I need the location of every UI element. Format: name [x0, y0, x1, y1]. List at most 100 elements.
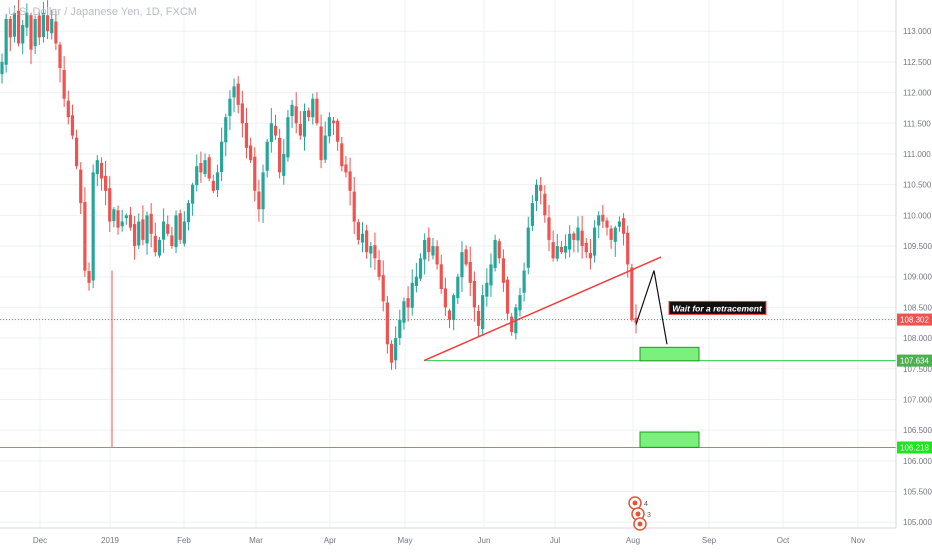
- candle-body: [240, 103, 244, 124]
- time-tick-label: Dec: [33, 536, 47, 545]
- candle-body: [588, 253, 593, 259]
- candle-body: [215, 172, 220, 191]
- candle-body: [468, 261, 472, 283]
- price-tick-label: 111.500: [903, 119, 931, 128]
- candle-body: [186, 203, 191, 223]
- candle-body: [373, 245, 377, 259]
- candle-body: [559, 246, 564, 253]
- candle-body: [228, 98, 232, 116]
- candle-body: [476, 310, 481, 326]
- price-axis[interactable]: 113.000 112.500 112.000 111.500 111.000 110.5…: [895, 0, 932, 528]
- candle-body: [29, 15, 33, 50]
- annotation-box: [668, 300, 767, 315]
- time-tick-label: Oct: [777, 536, 790, 545]
- candle-body: [211, 180, 215, 191]
- candle-body: [543, 193, 547, 216]
- candle-body: [25, 12, 29, 28]
- candle-body: [617, 221, 622, 227]
- candle-body: [269, 123, 273, 142]
- candle-body: [530, 203, 535, 226]
- candle-body: [249, 145, 253, 161]
- candle-body: [203, 160, 207, 175]
- support-tag-1-bg: [897, 354, 932, 367]
- candle-body: [592, 227, 597, 256]
- candle-body: [365, 230, 369, 253]
- candle-body: [12, 12, 17, 37]
- candle-body: [414, 276, 418, 286]
- candle-body: [91, 172, 95, 281]
- event-count: 4: [644, 501, 648, 508]
- candle-body: [83, 202, 87, 271]
- time-tick-label: Jul: [550, 536, 560, 545]
- candle-body: [265, 141, 269, 171]
- price-tick-label: 110.000: [903, 211, 932, 220]
- time-axis[interactable]: Dec 2019 Feb Mar Apr May Jun Jul Aug Sep Oct Nov: [0, 527, 896, 545]
- candle-body: [191, 184, 195, 204]
- candle-body: [21, 25, 25, 44]
- price-tick-label: 110.500: [903, 181, 932, 190]
- candle-body: [626, 232, 630, 265]
- candle-body: [360, 233, 365, 243]
- candle-body: [398, 319, 402, 338]
- candle-body: [286, 117, 290, 158]
- candle-body: [16, 10, 21, 44]
- candle-body: [597, 215, 601, 226]
- price-tags: 108.302 107.634 106.218: [897, 313, 932, 454]
- candle-body: [323, 135, 327, 160]
- candle-body: [137, 221, 141, 246]
- candle-body: [443, 288, 447, 308]
- candle-body: [572, 233, 576, 240]
- candle-body: [244, 122, 249, 148]
- candle-body: [182, 221, 186, 244]
- candle-body: [369, 246, 373, 254]
- candle-body: [207, 157, 211, 179]
- candle-body: [4, 18, 8, 65]
- candle-body: [157, 239, 162, 256]
- candle-body: [37, 15, 41, 38]
- event-marker-dot: [637, 521, 643, 527]
- candle-body: [427, 237, 431, 253]
- candle-body: [120, 221, 124, 227]
- candle-body: [70, 115, 75, 136]
- candle-body: [273, 125, 278, 136]
- event-markers[interactable]: 43: [628, 496, 651, 531]
- candle-body: [576, 227, 580, 241]
- candle-body: [116, 210, 120, 228]
- candle-body: [402, 301, 406, 323]
- candle-body: [315, 98, 319, 124]
- candle-body: [298, 124, 302, 136]
- candle-body: [518, 295, 522, 311]
- candle-body: [236, 83, 240, 105]
- candle-body: [33, 18, 37, 47]
- target-zone-2: [639, 431, 700, 448]
- price-tick-label: 107.500: [903, 365, 932, 374]
- support-tag-1: 107.634: [900, 357, 929, 366]
- candle-body: [510, 316, 514, 332]
- candle-body: [431, 246, 435, 256]
- candle-body: [389, 343, 394, 363]
- candle-body: [497, 241, 501, 259]
- candle-body: [472, 281, 476, 308]
- candle-body: [377, 259, 381, 277]
- candle-body: [481, 295, 485, 330]
- candle-body: [613, 227, 617, 242]
- candle-body: [141, 219, 145, 240]
- candle-body: [547, 217, 551, 240]
- candle-body: [394, 338, 398, 361]
- candle-body: [199, 163, 203, 173]
- candle-body: [331, 120, 336, 124]
- drawings[interactable]: Wait for a retracement: [0, 256, 896, 448]
- candle-body: [149, 213, 153, 234]
- candle-body: [630, 267, 634, 320]
- target-zone-1: [639, 346, 700, 362]
- candle-body: [153, 235, 157, 253]
- price-tick-label: 105.500: [903, 488, 932, 497]
- time-tick-label: Apr: [324, 536, 337, 545]
- candle-body: [634, 317, 638, 323]
- candle-body: [568, 233, 572, 250]
- annotation-text: Wait for a retracement: [672, 303, 763, 313]
- candle-body: [232, 86, 236, 98]
- grid: [0, 0, 896, 528]
